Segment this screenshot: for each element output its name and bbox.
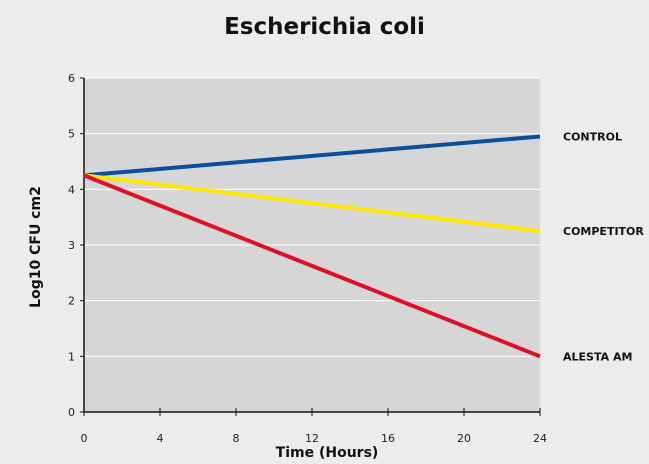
x-tick-label-24: 24 — [533, 432, 547, 445]
y-tick-label-4: 4 — [68, 183, 75, 196]
series-label-control: CONTROL — [563, 130, 622, 143]
series-label-competitor: COMPETITOR — [563, 225, 644, 238]
axes — [80, 77, 541, 416]
x-tick-label-4: 4 — [157, 432, 164, 445]
series-lines — [83, 134, 541, 359]
x-tick-label-20: 20 — [457, 432, 471, 445]
gridlines — [84, 77, 540, 357]
x-tick-label-12: 12 — [305, 432, 319, 445]
y-tick-label-5: 5 — [68, 128, 75, 141]
y-tick-label-2: 2 — [68, 295, 75, 308]
y-tick-label-3: 3 — [68, 239, 75, 252]
series-labels: CONTROL COMPETITOR ALESTA AM — [563, 130, 644, 363]
y-tick-label-1: 1 — [68, 350, 75, 363]
series-label-alesta-am: ALESTA AM — [563, 350, 632, 363]
x-tick-label-16: 16 — [381, 432, 395, 445]
x-axis-title: Time (Hours) — [276, 445, 379, 461]
series-line-competitor — [83, 173, 541, 234]
y-tick-label-6: 6 — [68, 72, 75, 85]
series-line-control — [83, 134, 541, 178]
chart-title: Escherichia coli — [224, 14, 425, 40]
x-tick-label-0: 0 — [81, 432, 88, 445]
y-axis-title: Log10 CFU cm2 — [28, 186, 44, 308]
y-tick-label-0: 0 — [68, 406, 75, 419]
series-line-alesta-am — [83, 173, 541, 359]
x-tick-label-8: 8 — [233, 432, 240, 445]
